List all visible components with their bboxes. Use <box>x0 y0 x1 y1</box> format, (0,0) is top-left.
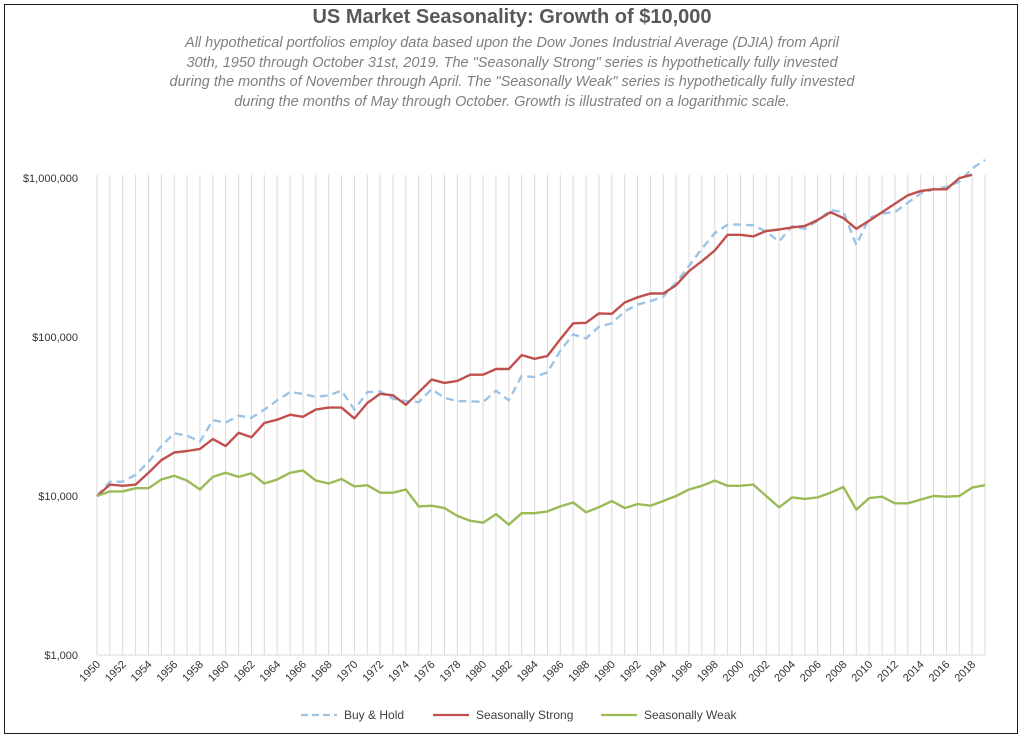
subtitle-line: during the months of May through October… <box>234 93 790 110</box>
x-tick-label: 1992 <box>618 659 644 685</box>
chart-title: US Market Seasonality: Growth of $10,000 <box>312 6 712 28</box>
series-line-buy-hold <box>96 158 986 497</box>
series-line-seasonally-strong <box>96 173 973 497</box>
series-lines <box>96 158 986 526</box>
x-tick-label: 2016 <box>927 659 953 685</box>
series-line-seasonally-weak <box>96 469 986 526</box>
x-tick-label: 1988 <box>566 659 592 685</box>
x-tick-label: 1958 <box>180 659 206 685</box>
x-tick-label: 1966 <box>283 659 309 685</box>
legend-item-seasonally-strong: Seasonally Strong <box>432 708 573 722</box>
legend-label: Seasonally Weak <box>644 708 737 722</box>
x-tick-label: 2006 <box>798 659 824 685</box>
chart-frame <box>4 4 1018 734</box>
x-tick-label: 1976 <box>412 659 438 685</box>
x-tick-label: 2002 <box>747 659 773 685</box>
x-tick-label: 1974 <box>386 659 412 685</box>
x-tick-label: 1978 <box>438 659 464 685</box>
x-tick-label: 1952 <box>103 659 129 685</box>
subtitle-line: 30th, 1950 through October 31st, 2019. T… <box>186 54 838 71</box>
subtitle-line: All hypothetical portfolios employ data … <box>185 35 839 51</box>
x-tick-label: 2004 <box>772 659 798 685</box>
y-tick-label: $10,000 <box>38 491 78 503</box>
x-tick-label: 1950 <box>77 659 103 685</box>
x-tick-label: 1986 <box>541 659 567 685</box>
x-tick-label: 1980 <box>463 659 489 685</box>
x-tick-label: 2014 <box>901 659 927 685</box>
legend: Buy & Hold Seasonally Strong Seasonally … <box>0 708 1024 728</box>
legend-swatch-dashed <box>301 713 337 717</box>
gridlines <box>96 174 986 656</box>
x-tick-label: 1956 <box>155 659 181 685</box>
legend-swatch-red <box>433 713 469 717</box>
x-tick-label: 1972 <box>360 659 386 685</box>
legend-item-buy-hold: Buy & Hold <box>300 708 404 722</box>
x-tick-label: 1970 <box>335 659 361 685</box>
x-axis-ticks: 1950 1952 1954 1956 1958 1960 1962 1964 1966 1968… <box>77 659 978 685</box>
x-tick-label: 2018 <box>952 659 978 685</box>
legend-swatch-green <box>601 713 637 717</box>
chart-subtitle: All hypothetical portfolios employ data … <box>100 34 924 112</box>
x-tick-label: 2008 <box>824 659 850 685</box>
y-axis-ticks: $1,000,000 $100,000 $10,000 $1,000 <box>23 173 78 662</box>
legend-label: Seasonally Strong <box>476 708 574 722</box>
x-tick-label: 1964 <box>257 659 283 685</box>
x-tick-label: 1984 <box>515 659 541 685</box>
x-tick-label: 2010 <box>849 659 875 685</box>
y-tick-label: $1,000 <box>44 650 78 662</box>
x-tick-label: 1960 <box>206 659 232 685</box>
legend-item-seasonally-weak: Seasonally Weak <box>600 708 737 722</box>
y-tick-label: $100,000 <box>32 332 78 344</box>
x-tick-label: 1994 <box>644 659 670 685</box>
x-tick-label: 1996 <box>669 659 695 685</box>
x-tick-label: 2012 <box>875 659 901 685</box>
x-tick-label: 1954 <box>129 659 155 685</box>
x-tick-label: 1982 <box>489 659 515 685</box>
x-tick-label: 2000 <box>721 659 747 685</box>
subtitle-line: during the months of November through Ap… <box>169 74 855 90</box>
x-tick-label: 1998 <box>695 659 721 685</box>
legend-label: Buy & Hold <box>344 708 405 722</box>
x-tick-label: 1962 <box>232 659 258 685</box>
y-tick-label: $1,000,000 <box>23 173 78 185</box>
x-tick-label: 1968 <box>309 659 335 685</box>
x-tick-label: 1990 <box>592 659 618 685</box>
